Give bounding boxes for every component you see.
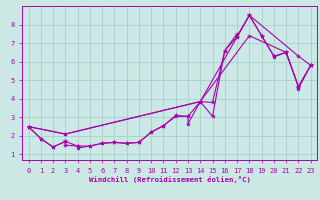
X-axis label: Windchill (Refroidissement éolien,°C): Windchill (Refroidissement éolien,°C) xyxy=(89,176,251,183)
